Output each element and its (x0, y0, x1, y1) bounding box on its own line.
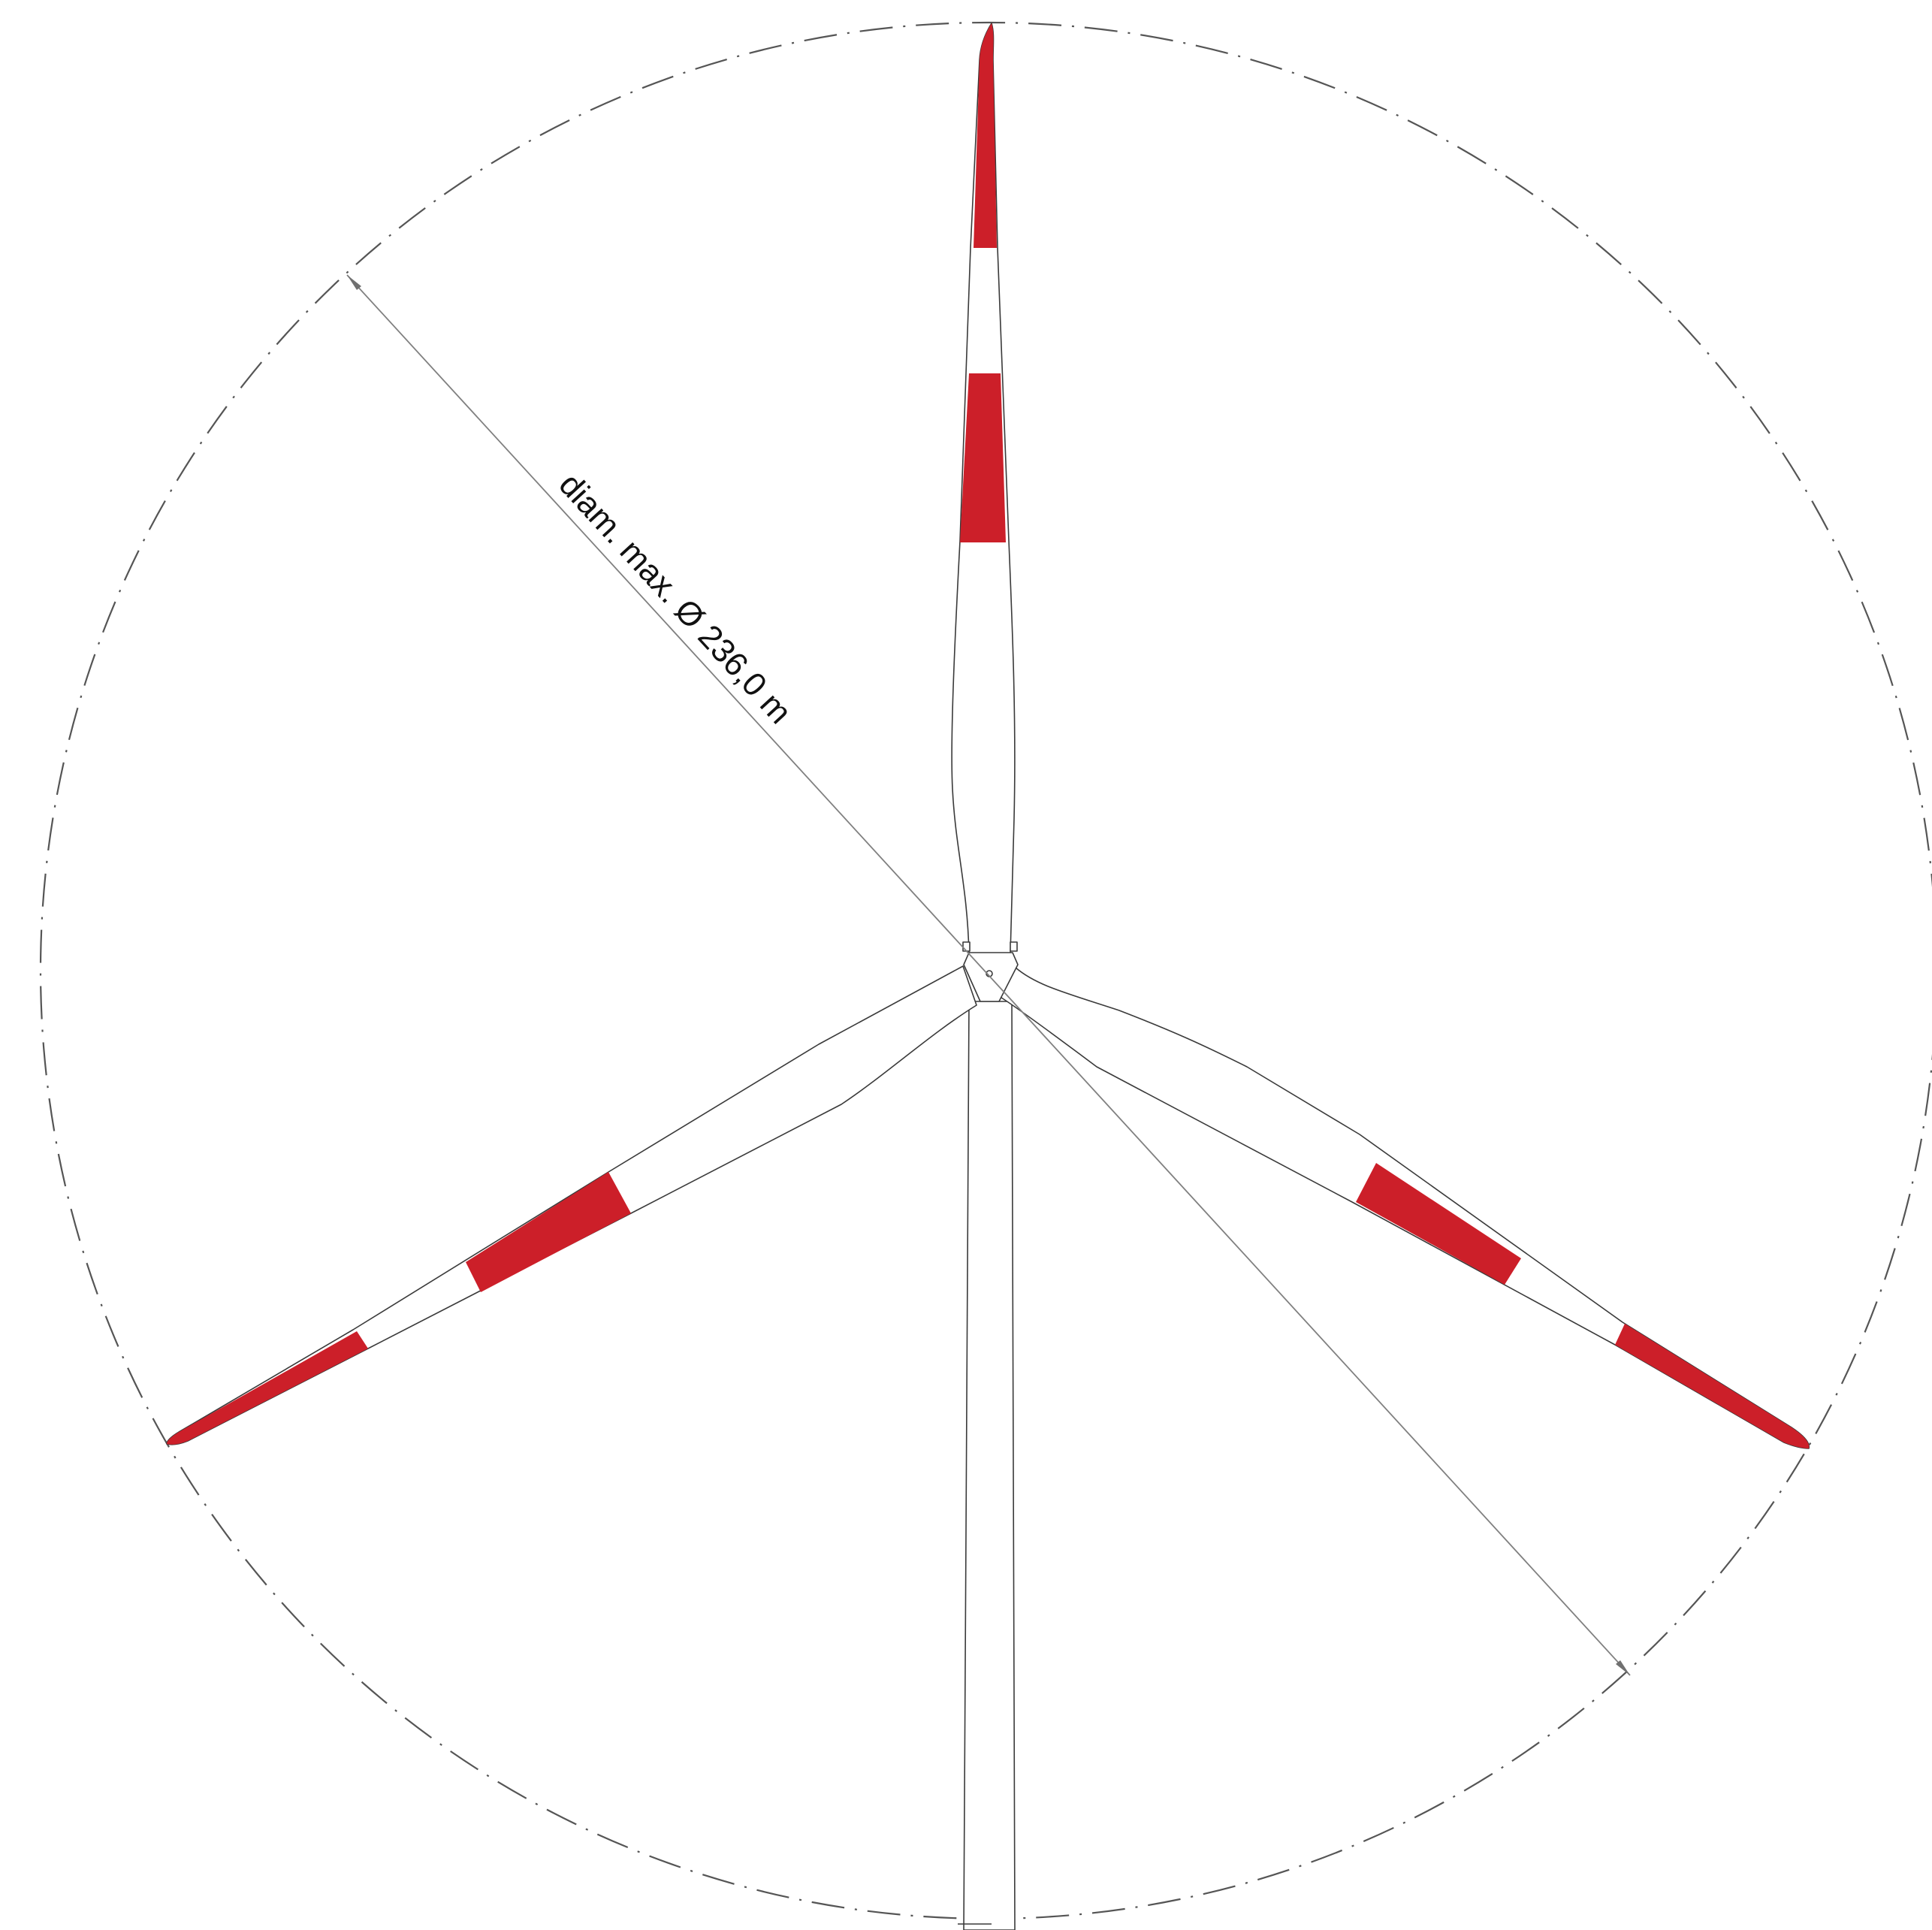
tower (958, 1001, 1016, 1930)
blade-right (998, 967, 1810, 1449)
blade-left-mid-band (466, 1172, 631, 1292)
blade-right-tip-band (1615, 1324, 1810, 1448)
dimension-arrow-start (347, 275, 361, 290)
blade-left (166, 965, 977, 1445)
blade-right-mid-band (1356, 1163, 1521, 1285)
dimension-arrow-end (1616, 1660, 1630, 1675)
blade-top (951, 23, 1016, 955)
blade-top-tip-band (974, 23, 997, 248)
dimension-line (346, 274, 1631, 1676)
blade-top-mid-band (960, 373, 1006, 542)
dimension-label: diam. max. Ø 236,0 m (552, 467, 799, 731)
blade-left-tip-band (167, 1331, 368, 1445)
